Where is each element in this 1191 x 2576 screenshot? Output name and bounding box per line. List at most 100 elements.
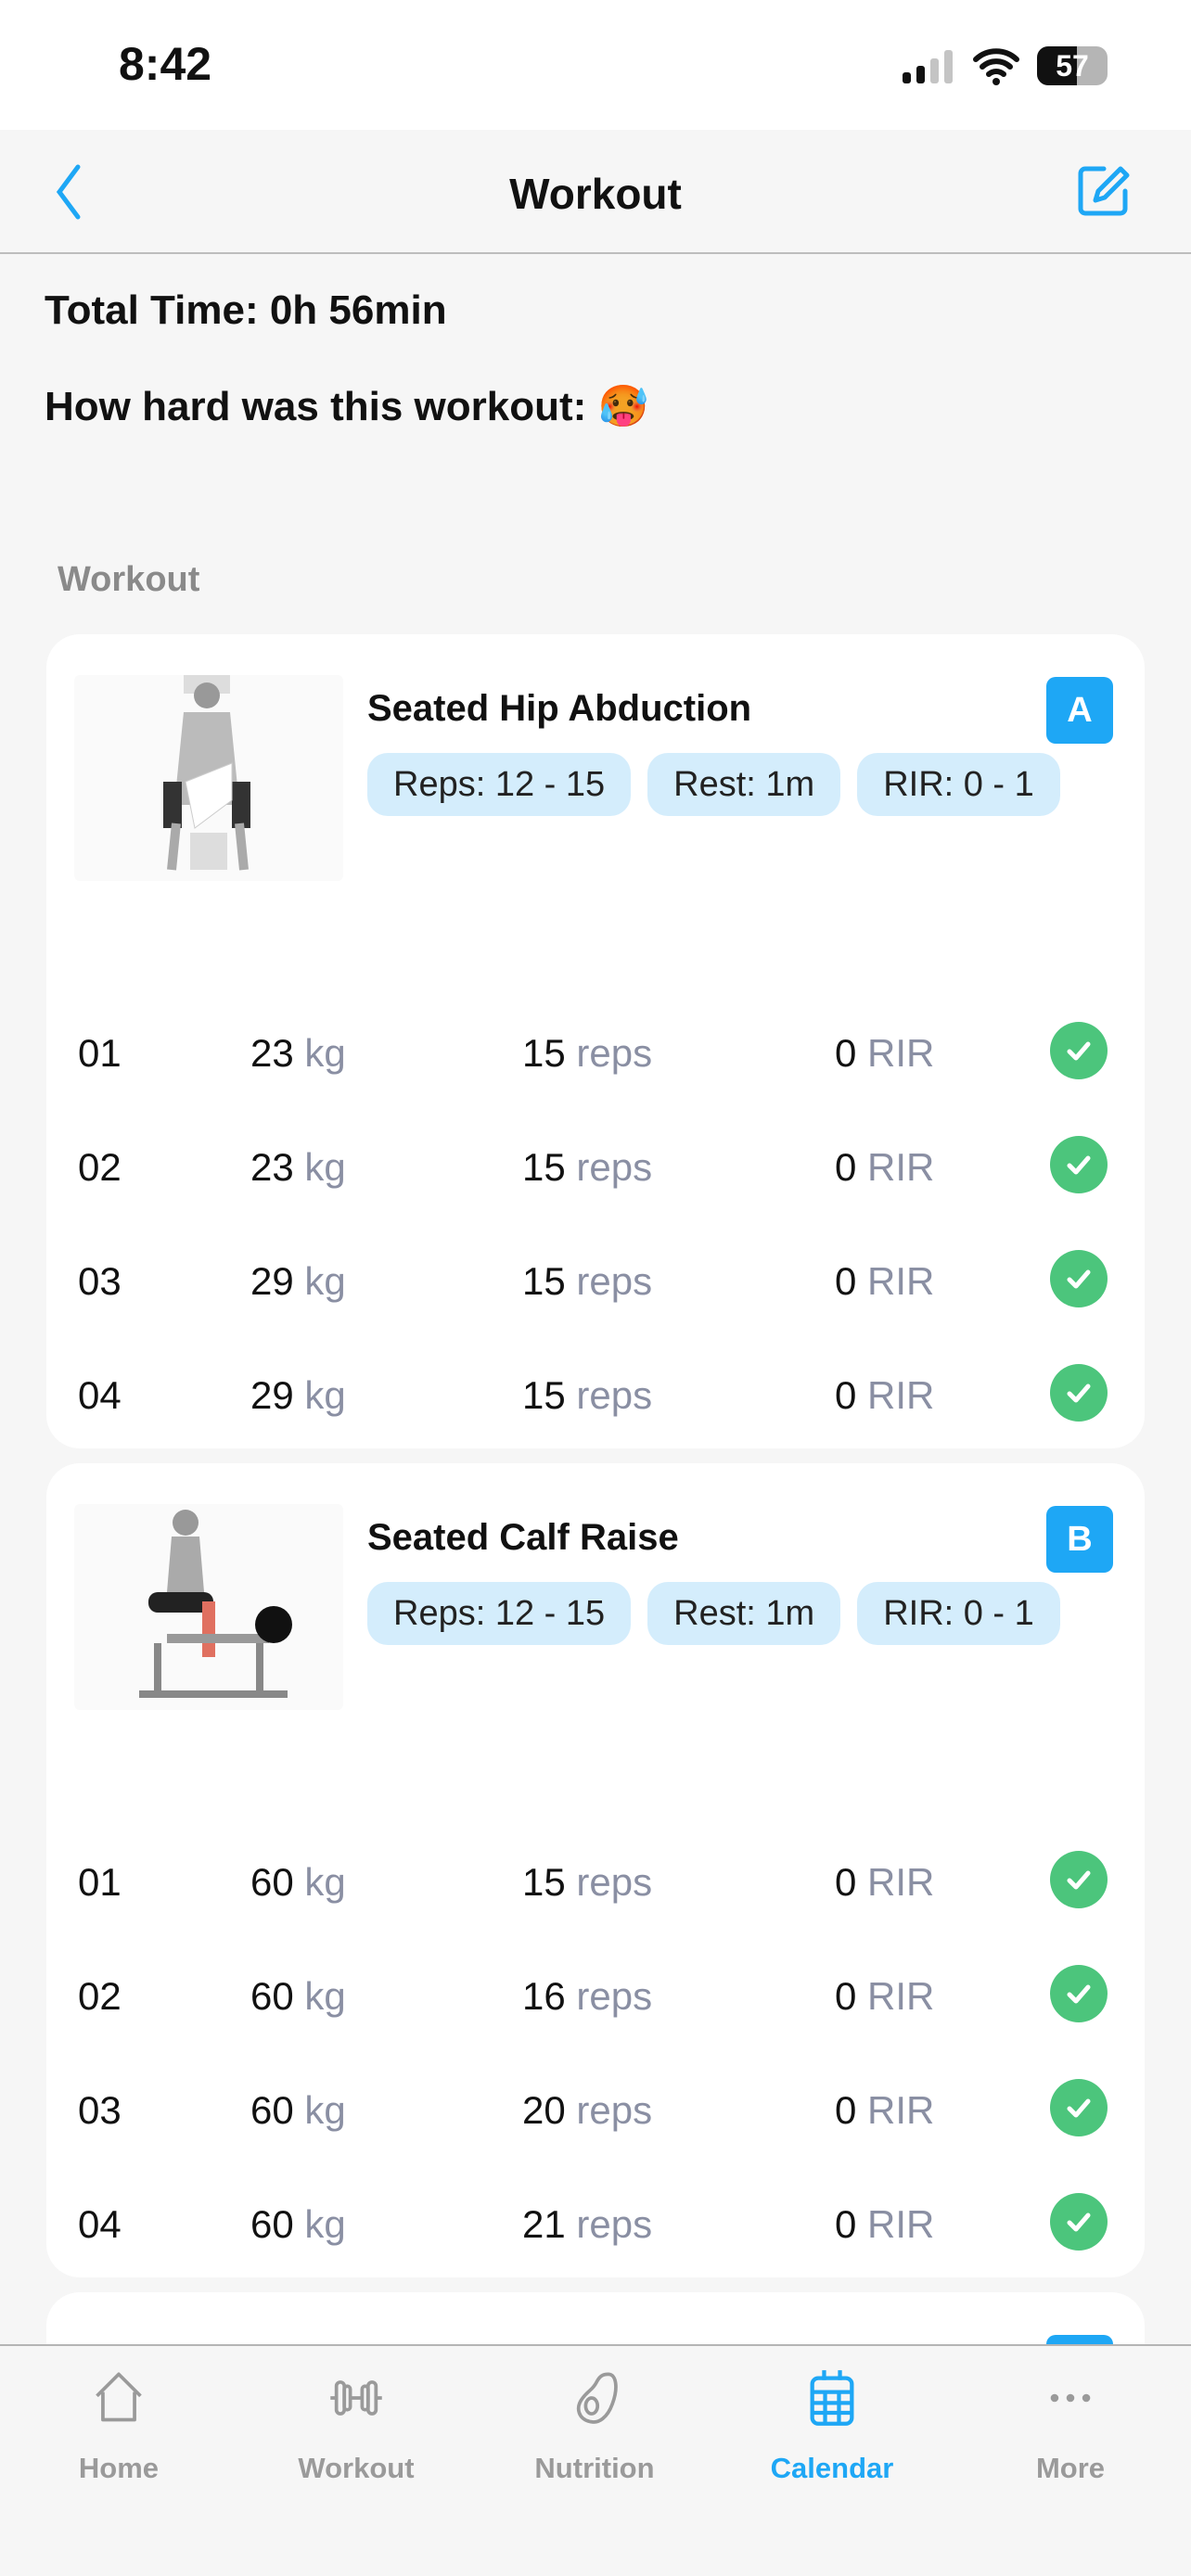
set-row[interactable]: 01 23 kg 15 reps 0 RIR — [46, 1018, 1145, 1083]
more-icon — [1050, 2393, 1091, 2403]
set-weight: 23 kg — [250, 1031, 346, 1076]
target-pill: Reps: 12 - 15 — [367, 753, 632, 816]
set-row[interactable]: 01 60 kg 15 reps 0 RIR — [46, 1847, 1145, 1912]
difficulty-label: How hard was this workout: — [45, 384, 587, 429]
tab-label: More — [1035, 2452, 1106, 2484]
tab-more[interactable]: More — [978, 2368, 1163, 2485]
set-row[interactable]: 03 29 kg 15 reps 0 RIR — [46, 1246, 1145, 1311]
rir-value: 0 — [835, 1974, 857, 2018]
total-time: Total Time: 0h 56min — [45, 287, 447, 333]
weight-unit: kg — [304, 1031, 346, 1075]
chevron-left-icon[interactable] — [54, 163, 82, 221]
set-number: 03 — [78, 2088, 122, 2132]
tab-bar: Home Workout Nutrition Calendar More — [0, 2344, 1191, 2576]
check-icon[interactable] — [1050, 1851, 1108, 1908]
weight-value: 60 — [250, 2088, 294, 2132]
reps-value: 15 — [522, 1145, 566, 1189]
exercise-card[interactable]: Seated Calf Raise B Reps: 12 - 15 Rest: 1m R… — [46, 1463, 1145, 2277]
check-icon[interactable] — [1050, 2079, 1108, 2136]
battery-level: 57 — [1056, 49, 1089, 83]
exercise-badge: B — [1046, 1506, 1113, 1573]
check-icon[interactable] — [1050, 2193, 1108, 2251]
reps-value: 16 — [522, 1974, 566, 2018]
calendar-icon — [810, 2370, 854, 2426]
set-number: 01 — [78, 1860, 122, 1904]
set-rir: 0 RIR — [835, 1145, 934, 1190]
rir-value: 0 — [835, 1031, 857, 1075]
weight-unit: kg — [304, 2202, 346, 2246]
check-icon[interactable] — [1050, 1364, 1108, 1422]
set-weight: 23 kg — [250, 1145, 346, 1190]
set-reps: 15 reps — [522, 1145, 652, 1190]
target-pill: Rest: 1m — [647, 753, 841, 816]
weight-value: 29 — [250, 1373, 294, 1417]
battery-icon: 57 — [1037, 46, 1108, 85]
weight-value: 60 — [250, 2202, 294, 2246]
exercise-card[interactable]: Seated Hip Abduction A Reps: 12 - 15 Rest: … — [46, 634, 1145, 1448]
rir-value: 0 — [835, 2202, 857, 2246]
set-reps: 21 reps — [522, 2202, 652, 2247]
weight-unit: kg — [304, 1259, 346, 1303]
set-row[interactable]: 03 60 kg 20 reps 0 RIR — [46, 2075, 1145, 2140]
set-row[interactable]: 02 23 kg 15 reps 0 RIR — [46, 1132, 1145, 1197]
exercise-badge: A — [1046, 677, 1113, 744]
exercise-image — [74, 675, 343, 881]
target-pill: RIR: 0 - 1 — [857, 1582, 1060, 1645]
set-number: 04 — [78, 1373, 122, 1417]
rir-unit: RIR — [867, 1031, 935, 1075]
status-time: 8:42 — [119, 38, 212, 90]
tab-nutrition[interactable]: Nutrition — [502, 2368, 687, 2485]
difficulty: How hard was this workout: 🥵 — [45, 382, 648, 430]
set-number: 02 — [78, 1145, 122, 1189]
reps-value: 21 — [522, 2202, 566, 2246]
reps-unit: reps — [576, 1860, 653, 1904]
check-icon[interactable] — [1050, 1250, 1108, 1307]
set-weight: 60 kg — [250, 1974, 346, 2019]
set-rir: 0 RIR — [835, 1031, 934, 1076]
weight-unit: kg — [304, 1860, 346, 1904]
rir-unit: RIR — [867, 1373, 935, 1417]
rir-unit: RIR — [867, 2202, 935, 2246]
reps-unit: reps — [576, 2088, 653, 2132]
set-number: 01 — [78, 1031, 122, 1075]
weight-value: 29 — [250, 1259, 294, 1303]
reps-value: 15 — [522, 1031, 566, 1075]
tab-label: Workout — [298, 2452, 415, 2484]
tab-calendar[interactable]: Calendar — [739, 2368, 925, 2485]
exercise-title[interactable]: Seated Calf Raise — [367, 1517, 679, 1558]
reps-value: 15 — [522, 1860, 566, 1904]
target-pill: Rest: 1m — [647, 1582, 841, 1645]
check-icon[interactable] — [1050, 1022, 1108, 1079]
reps-unit: reps — [576, 1974, 653, 2018]
tab-home[interactable]: Home — [26, 2368, 211, 2485]
set-weight: 60 kg — [250, 2202, 346, 2247]
rir-unit: RIR — [867, 2088, 935, 2132]
set-weight: 29 kg — [250, 1259, 346, 1304]
rir-unit: RIR — [867, 1860, 935, 1904]
exercise-targets: Reps: 12 - 15 Rest: 1m RIR: 0 - 1 — [367, 1582, 1060, 1645]
set-row[interactable]: 02 60 kg 16 reps 0 RIR — [46, 1961, 1145, 2026]
dumbbell-icon — [330, 2380, 382, 2416]
set-rir: 0 RIR — [835, 1259, 934, 1304]
set-row[interactable]: 04 60 kg 21 reps 0 RIR — [46, 2189, 1145, 2254]
target-pill: RIR: 0 - 1 — [857, 753, 1060, 816]
tab-workout[interactable]: Workout — [263, 2368, 449, 2485]
check-icon[interactable] — [1050, 1965, 1108, 2022]
exercise-title[interactable]: Seated Hip Abduction — [367, 688, 752, 729]
reps-unit: reps — [576, 1373, 653, 1417]
edit-icon[interactable] — [1076, 163, 1132, 219]
signal-icon — [903, 48, 953, 83]
set-reps: 15 reps — [522, 1373, 652, 1418]
check-icon[interactable] — [1050, 1136, 1108, 1193]
rir-unit: RIR — [867, 1145, 935, 1189]
set-reps: 15 reps — [522, 1860, 652, 1905]
set-reps: 15 reps — [522, 1031, 652, 1076]
set-weight: 29 kg — [250, 1373, 346, 1418]
set-number: 02 — [78, 1974, 122, 2018]
target-pill: Reps: 12 - 15 — [367, 1582, 632, 1645]
set-row[interactable]: 04 29 kg 15 reps 0 RIR — [46, 1360, 1145, 1425]
page-title: Workout — [509, 170, 682, 218]
wifi-icon — [973, 48, 1019, 85]
rir-value: 0 — [835, 1860, 857, 1904]
nav-bar: Workout — [0, 130, 1191, 254]
